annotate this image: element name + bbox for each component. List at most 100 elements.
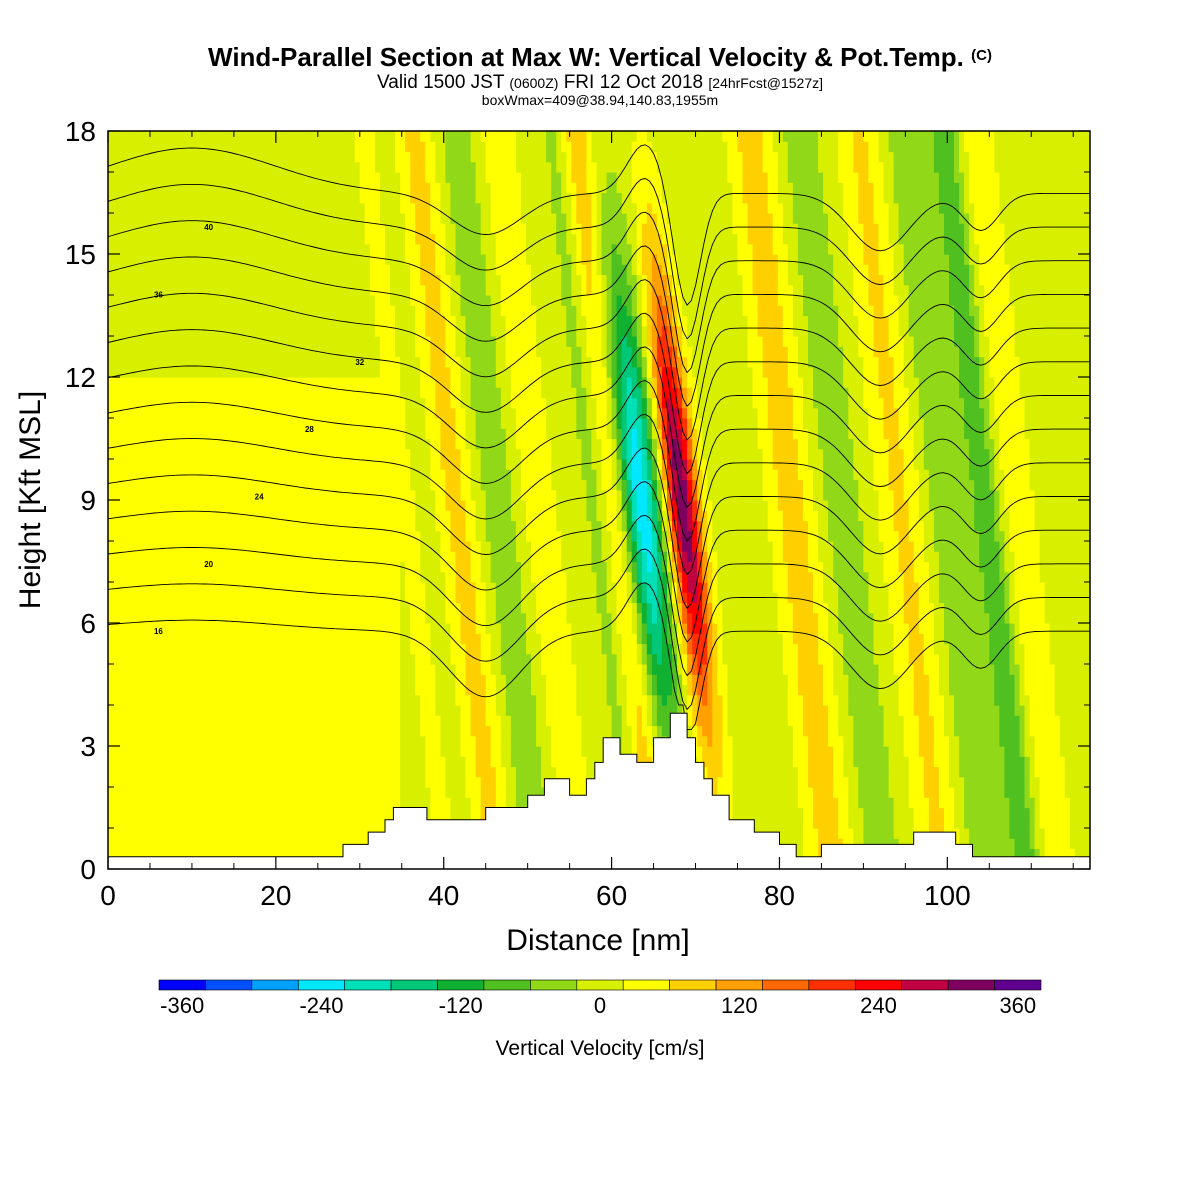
velocity-cell xyxy=(213,776,220,788)
velocity-cell xyxy=(208,623,215,634)
velocity-cell xyxy=(193,684,200,696)
velocity-cell xyxy=(349,418,356,429)
velocity-cell xyxy=(395,664,401,675)
velocity-cell xyxy=(415,592,421,604)
velocity-cell xyxy=(314,674,321,686)
velocity-cell xyxy=(254,387,260,399)
velocity-cell xyxy=(379,766,386,778)
velocity-cell xyxy=(369,715,376,727)
velocity-cell xyxy=(148,325,154,337)
velocity-cell xyxy=(178,366,185,378)
velocity-cell xyxy=(168,192,174,204)
velocity-cell xyxy=(133,243,139,255)
velocity-cell xyxy=(390,489,396,501)
velocity-cell xyxy=(279,582,285,593)
velocity-cell xyxy=(274,674,280,686)
velocity-cell xyxy=(183,428,190,440)
velocity-cell xyxy=(233,387,240,399)
velocity-cell xyxy=(284,582,290,593)
velocity-cell xyxy=(359,592,366,604)
velocity-cell xyxy=(254,418,260,429)
velocity-cell xyxy=(455,684,462,696)
velocity-cell xyxy=(173,633,180,645)
velocity-cell xyxy=(420,746,426,757)
velocity-cell xyxy=(390,141,396,153)
velocity-cell xyxy=(178,520,185,532)
velocity-cell xyxy=(259,735,265,747)
velocity-cell xyxy=(244,776,250,788)
velocity-cell xyxy=(390,325,396,337)
velocity-cell xyxy=(108,305,114,317)
velocity-cell xyxy=(410,336,416,347)
velocity-cell xyxy=(223,705,230,716)
velocity-cell xyxy=(359,633,366,645)
velocity-cell xyxy=(344,705,351,716)
velocity-cell xyxy=(304,766,310,778)
velocity-cell xyxy=(410,664,416,675)
velocity-cell xyxy=(228,356,235,368)
velocity-cell xyxy=(249,582,255,593)
velocity-cell xyxy=(445,284,451,296)
velocity-cell xyxy=(435,356,441,368)
velocity-cell xyxy=(269,807,275,819)
velocity-cell xyxy=(193,623,200,634)
velocity-cell xyxy=(203,746,210,757)
velocity-cell xyxy=(269,643,275,655)
velocity-cell xyxy=(369,530,376,542)
velocity-cell xyxy=(218,274,225,286)
velocity-cell xyxy=(198,807,205,819)
velocity-cell xyxy=(425,387,431,399)
velocity-cell xyxy=(309,746,315,757)
velocity-cell xyxy=(450,653,456,665)
velocity-cell xyxy=(178,643,185,655)
velocity-cell xyxy=(299,387,305,399)
velocity-cell xyxy=(188,715,195,727)
velocity-cell xyxy=(264,541,270,552)
velocity-cell xyxy=(349,264,356,276)
velocity-cell xyxy=(304,305,310,317)
velocity-cell xyxy=(430,397,436,409)
velocity-cell xyxy=(233,807,240,819)
velocity-cell xyxy=(390,459,396,470)
velocity-cell xyxy=(264,305,270,317)
velocity-cell xyxy=(379,315,386,327)
velocity-cell xyxy=(435,182,441,194)
velocity-cell xyxy=(440,366,446,378)
velocity-cell xyxy=(208,530,215,542)
velocity-cell xyxy=(143,448,149,460)
velocity-cell xyxy=(359,838,366,850)
velocity-cell xyxy=(168,787,174,798)
velocity-cell xyxy=(334,284,341,296)
velocity-cell xyxy=(143,561,149,573)
velocity-cell xyxy=(369,797,376,809)
velocity-cell xyxy=(178,315,185,327)
velocity-cell xyxy=(400,336,406,347)
velocity-cell xyxy=(238,284,245,296)
velocity-cell xyxy=(233,366,240,378)
velocity-cell xyxy=(445,582,451,593)
velocity-cell xyxy=(354,602,361,614)
velocity-cell xyxy=(420,387,426,399)
velocity-cell xyxy=(445,202,451,214)
velocity-cell xyxy=(223,612,230,624)
velocity-cell xyxy=(339,561,346,573)
velocity-cell xyxy=(163,725,169,737)
velocity-cell xyxy=(138,582,144,593)
velocity-cell xyxy=(128,776,134,788)
velocity-cell xyxy=(354,161,361,173)
velocity-cell xyxy=(178,192,185,204)
velocity-cell xyxy=(309,284,315,296)
velocity-cell xyxy=(238,797,245,809)
velocity-cell xyxy=(430,264,436,276)
velocity-cell xyxy=(153,612,159,624)
velocity-cell xyxy=(218,664,225,675)
velocity-cell xyxy=(208,520,215,532)
velocity-cell xyxy=(244,315,250,327)
velocity-cell xyxy=(138,674,144,686)
velocity-cell xyxy=(218,817,225,829)
velocity-cell xyxy=(143,571,149,583)
velocity-cell xyxy=(274,561,280,573)
velocity-cell xyxy=(138,848,144,860)
velocity-cell xyxy=(188,418,195,429)
velocity-cell xyxy=(279,397,285,409)
